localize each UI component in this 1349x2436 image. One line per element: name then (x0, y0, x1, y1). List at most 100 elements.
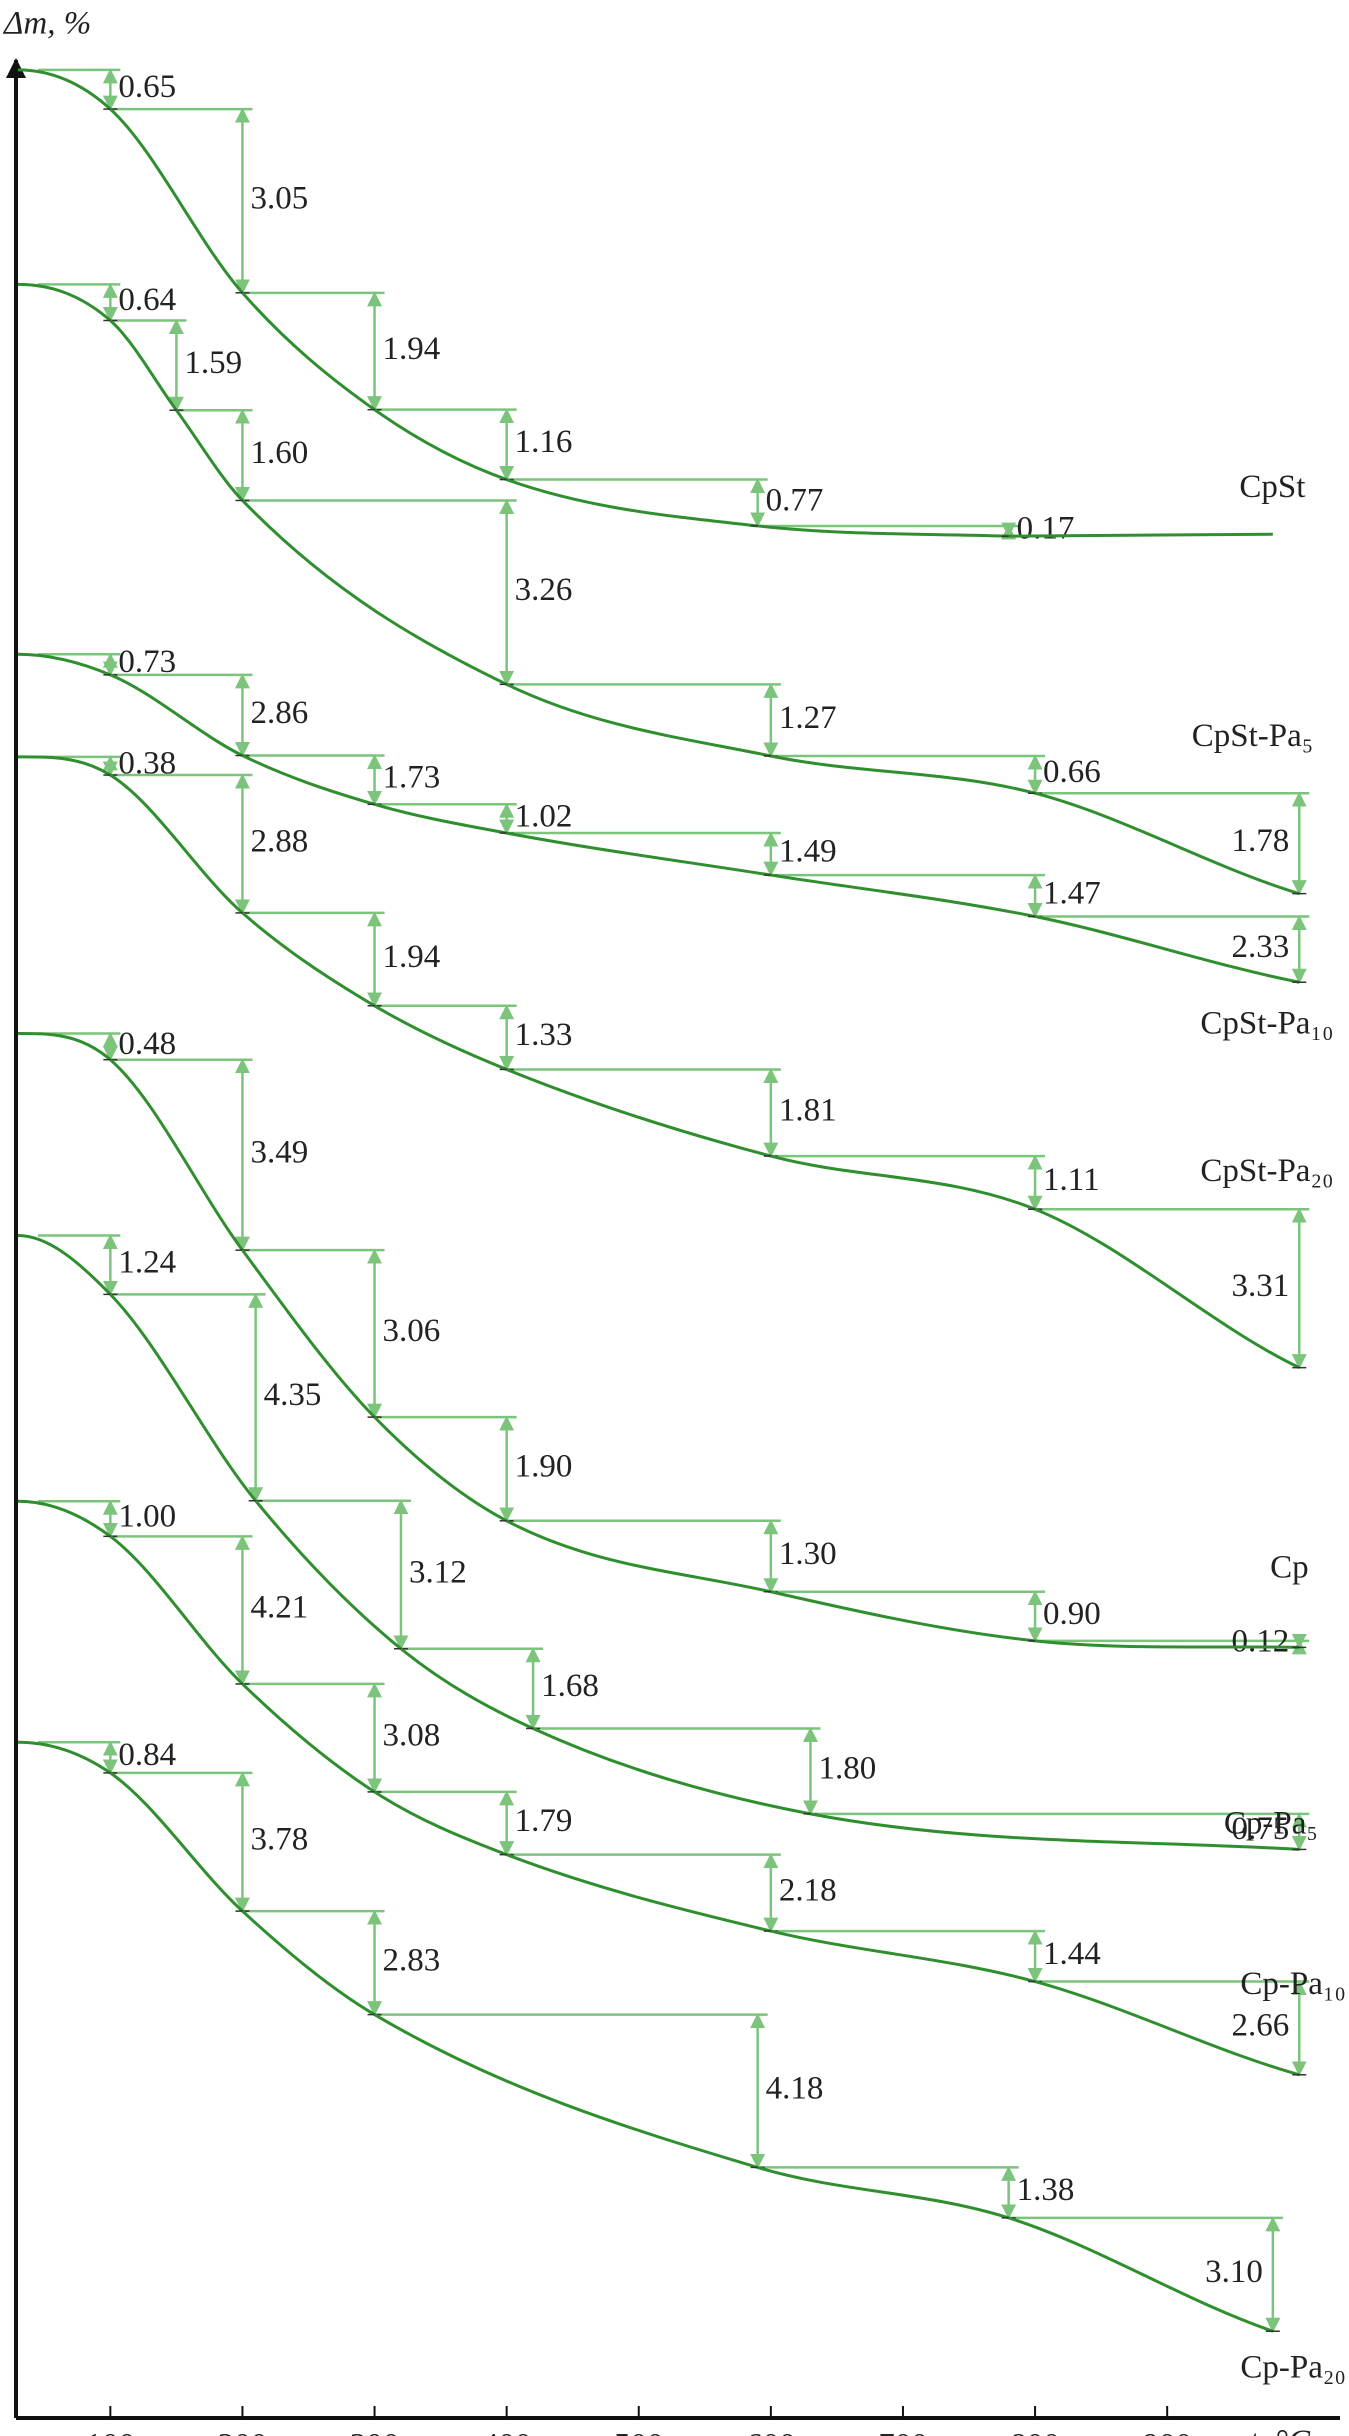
loss-label: 1.90 (515, 1449, 573, 1485)
loss-label: 1.33 (515, 1017, 573, 1053)
loss-label: 0.65 (118, 69, 176, 105)
loss-label: 3.06 (383, 1313, 441, 1349)
loss-label: 0.48 (118, 1026, 176, 1062)
curve-segment (109, 319, 178, 412)
curve-segment (373, 1416, 508, 1523)
curve-segment (175, 409, 244, 502)
curve-segment (254, 1499, 402, 1650)
x-tick-label: 200 (218, 2428, 268, 2436)
loss-label: 2.83 (383, 1942, 441, 1978)
x-tick-label: 900 (1142, 2428, 1192, 2436)
loss-label: 4.35 (264, 1377, 322, 1413)
curve-segment (373, 408, 508, 481)
curve-segment (400, 1647, 534, 1730)
curve-segment (109, 1293, 257, 1502)
curve-segment (17, 1740, 112, 1775)
loss-label: 0.77 (766, 482, 824, 518)
loss-label: 1.11 (1043, 1162, 1100, 1198)
x-tick-label: 400 (482, 2428, 532, 2436)
curve-segment (1034, 915, 1300, 984)
loss-label: 0.17 (1017, 511, 1075, 547)
loss-label: 1.27 (779, 700, 837, 736)
curve-segment (241, 1249, 376, 1419)
curve-segment (374, 802, 507, 835)
curve-segment (1034, 1639, 1300, 1649)
loss-label: 1.81 (779, 1092, 837, 1128)
curve-segment (241, 911, 376, 1008)
curve-segment (109, 773, 244, 915)
curve-segment (506, 831, 772, 877)
x-tick-label: 800 (1010, 2428, 1060, 2436)
curve-segment (373, 2013, 759, 2169)
loss-label: 1.78 (1232, 823, 1290, 859)
loss-label: 1.80 (818, 1751, 876, 1787)
curve-segment (1034, 1980, 1300, 2077)
loss-label: 1.79 (515, 1803, 573, 1839)
loss-label: 1.49 (779, 834, 837, 870)
curve-segment (109, 1058, 244, 1252)
loss-label: 0.75 (1232, 1811, 1290, 1847)
curve-segment (757, 524, 1009, 538)
curve-segment (770, 1154, 1036, 1211)
curve-segment (1008, 2216, 1274, 2333)
curve-segment (1034, 791, 1300, 896)
curve-segment (17, 652, 111, 677)
curve-segment (109, 1771, 244, 1913)
curve-segment (17, 755, 112, 777)
series-label: CpSt-Pa₂₀ (1200, 1153, 1333, 1189)
loss-label: 1.00 (118, 1498, 176, 1534)
loss-label: 1.38 (1017, 2172, 1075, 2208)
curve-segment (17, 282, 112, 322)
curve-segment (770, 1590, 1036, 1643)
curve-segment (810, 1812, 1300, 1851)
loss-label: 1.59 (184, 345, 242, 381)
x-tick-label: 100 (86, 2428, 136, 2436)
loss-label: 3.12 (409, 1554, 467, 1590)
loss-label: 0.64 (118, 282, 176, 318)
series-label: Cp-Pa₂₀ (1240, 2350, 1346, 2386)
curve-segment (506, 478, 758, 528)
curve-segment (241, 291, 376, 411)
loss-label: 3.05 (250, 181, 308, 217)
loss-label: 0.12 (1232, 1624, 1290, 1660)
curve-segment (241, 1910, 376, 2016)
y-axis-label: Δm, % (2, 6, 91, 42)
loss-label: 2.18 (779, 1872, 837, 1908)
loss-label: 3.31 (1232, 1268, 1290, 1304)
curve-segment (506, 1853, 772, 1933)
curve-segment (373, 1790, 508, 1857)
loss-label: 1.94 (383, 939, 441, 975)
loss-label: 1.60 (250, 435, 308, 471)
loss-label: 3.08 (383, 1717, 441, 1753)
loss-label: 1.68 (541, 1668, 599, 1704)
loss-label: 3.78 (250, 1822, 308, 1858)
curve-segment (757, 2165, 1010, 2220)
loss-label: 1.30 (779, 1536, 837, 1572)
loss-label: 2.33 (1232, 929, 1290, 965)
series-label: CpSt-Pa₅ (1192, 718, 1314, 754)
curve-segment (770, 754, 1036, 795)
curve-segment (1034, 1207, 1300, 1370)
loss-label: 1.47 (1043, 875, 1101, 911)
loss-label: 0.84 (118, 1737, 176, 1773)
curve-segment (17, 1234, 112, 1296)
x-tick-label: 500 (614, 2428, 664, 2436)
loss-label: 0.66 (1043, 754, 1101, 790)
loss-label: 0.90 (1043, 1596, 1101, 1632)
curve-segment (17, 68, 112, 111)
curve-segment (109, 673, 244, 757)
loss-label: 2.88 (250, 824, 308, 860)
curve-segment (505, 1519, 772, 1594)
x-tick-label: 700 (878, 2428, 928, 2436)
curve-segment (506, 1068, 772, 1158)
curve-segment (505, 683, 772, 758)
curve-segment (770, 1929, 1036, 1983)
loss-label: 1.44 (1043, 1936, 1101, 1972)
loss-label: 2.66 (1232, 2008, 1290, 2044)
x-axis-label: t, °C (1249, 2424, 1311, 2436)
loss-label: 3.49 (250, 1134, 308, 1170)
loss-label: 3.10 (1205, 2254, 1263, 2290)
curve-segment (241, 1682, 376, 1794)
loss-label: 4.21 (250, 1590, 308, 1626)
